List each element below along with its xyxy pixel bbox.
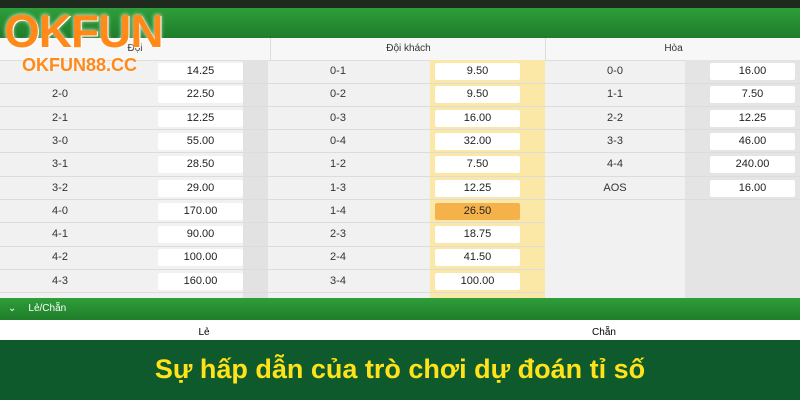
odds-row: 2-4 41.50 <box>270 246 545 270</box>
score: 0-0 <box>607 65 623 77</box>
odds-row: 1-1 7.50 <box>545 83 800 107</box>
odds-button[interactable]: 16.00 <box>710 179 795 197</box>
odds-row: 1-4 26.50 <box>270 200 545 224</box>
score: 2-4 <box>330 251 346 264</box>
odds-button[interactable]: 90.00 <box>158 226 243 244</box>
odds-button[interactable]: 170.00 <box>158 202 243 220</box>
odds-row: 4-2 100.00 <box>0 246 270 270</box>
column-header: Đội <box>0 38 270 61</box>
odds-button[interactable]: 240.00 <box>710 156 795 174</box>
odds-button[interactable]: 100.00 <box>158 249 243 267</box>
odds-row: AOS 16.00 <box>545 177 800 201</box>
score: 3-1 <box>52 158 68 171</box>
odds-row: 3-4 100.00 <box>270 270 545 294</box>
score: 3-0 <box>52 134 68 147</box>
odds-button[interactable]: 12.25 <box>710 109 795 127</box>
odds-row: 2-0 22.50 <box>0 83 270 107</box>
odds-button[interactable]: 22.50 <box>158 86 243 104</box>
section-bar[interactable]: ⌄ Lẻ/Chẵn <box>0 298 800 320</box>
home-column: 14.25 2-0 22.50 2-1 12.25 3-0 55.00 3-1 28.50 3-2… <box>0 60 270 298</box>
odds-button[interactable]: 7.50 <box>435 156 520 174</box>
column-header: Lẻ <box>0 320 409 340</box>
score: 3-2 <box>52 181 68 194</box>
score: 0-2 <box>330 88 346 101</box>
odds-row: 4-4 240.00 <box>545 153 800 177</box>
score: 4-2 <box>52 251 68 264</box>
odds-row: 4-0 170.00 <box>0 200 270 224</box>
odds-button[interactable]: 16.00 <box>710 63 795 80</box>
odds-button[interactable]: 29.00 <box>158 179 243 197</box>
odds-button[interactable]: 32.00 <box>435 132 520 150</box>
section-title: Lẻ/Chẵn <box>28 303 67 314</box>
score: 2-0 <box>52 88 68 101</box>
odds-row: 0-0 16.00 <box>545 60 800 84</box>
odds-button[interactable]: 100.00 <box>435 272 520 290</box>
odds-button[interactable]: 16.00 <box>435 109 520 127</box>
odds-row: 0-4 32.00 <box>270 130 545 154</box>
logo-site: OKFUN88.CC <box>22 55 138 75</box>
header-bar <box>0 8 800 38</box>
odds-row: 2-3 18.75 <box>270 223 545 247</box>
draw-column: 0-0 16.00 1-1 7.50 2-2 12.25 3-3 46.00 4-4 240.00… <box>545 60 800 298</box>
score: 1-2 <box>330 158 346 171</box>
odds-button[interactable]: 55.00 <box>158 132 243 150</box>
score: 1-3 <box>330 181 346 194</box>
column-header: Chẵn <box>408 320 800 340</box>
score: 1-4 <box>330 204 346 217</box>
score: 0-3 <box>330 111 346 124</box>
odds-row: 14.25 <box>0 60 270 84</box>
odds-button[interactable]: 46.00 <box>710 132 795 150</box>
odds-button[interactable]: 18.75 <box>435 226 520 244</box>
odds-row: 4-1 90.00 <box>0 223 270 247</box>
odds-row: 0-3 16.00 <box>270 107 545 131</box>
logo[interactable]: OKFUN <box>4 5 164 57</box>
score: 0-4 <box>330 134 346 147</box>
score: 4-4 <box>607 158 623 171</box>
column-header: Hòa <box>545 38 800 61</box>
odds-button[interactable]: 28.50 <box>158 156 243 174</box>
odds-button[interactable]: 7.50 <box>710 86 795 104</box>
odds-row: 4-3 160.00 <box>0 270 270 294</box>
odds-row: 1-2 7.50 <box>270 153 545 177</box>
score: 1-1 <box>607 88 623 101</box>
column-header: Đội khách <box>270 38 546 61</box>
odds-button[interactable]: 12.25 <box>158 109 243 127</box>
score: 4-1 <box>52 228 68 241</box>
odds-row: 0-2 9.50 <box>270 83 545 107</box>
odds-button[interactable]: 9.50 <box>435 63 520 80</box>
score: 4-0 <box>52 204 68 217</box>
score: 4-3 <box>52 274 68 287</box>
score: 2-2 <box>607 111 623 124</box>
odds-button[interactable]: 160.00 <box>158 272 243 290</box>
odds-button[interactable]: 41.50 <box>435 249 520 267</box>
score: 3-4 <box>330 274 346 287</box>
score: 3-3 <box>607 134 623 147</box>
odds-row: 0-1 9.50 <box>270 60 545 84</box>
banner: Sự hấp dẫn của trò chơi dự đoán tỉ số <box>0 340 800 400</box>
odds-row: 3-0 55.00 <box>0 130 270 154</box>
odds-button[interactable]: 14.25 <box>158 63 243 80</box>
odds-row: 3-2 29.00 <box>0 177 270 201</box>
top-strip <box>0 0 800 8</box>
odds-button[interactable]: 9.50 <box>435 86 520 104</box>
odds-row: 2-2 12.25 <box>545 107 800 131</box>
odds-row: 3-3 46.00 <box>545 130 800 154</box>
odds-button[interactable]: 26.50 <box>435 202 520 220</box>
odds-row: 2-1 12.25 <box>0 107 270 131</box>
odds-row: 1-3 12.25 <box>270 177 545 201</box>
score: 0-1 <box>330 65 346 77</box>
odds-row: 3-1 28.50 <box>0 153 270 177</box>
score: 2-1 <box>52 111 68 124</box>
odds-button[interactable]: 12.25 <box>435 179 520 197</box>
score: 2-3 <box>330 228 346 241</box>
away-column: 0-1 9.50 0-2 9.50 0-3 16.00 0-4 32.00 1-2 7.50 1-3… <box>270 60 545 298</box>
score: AOS <box>603 181 627 194</box>
